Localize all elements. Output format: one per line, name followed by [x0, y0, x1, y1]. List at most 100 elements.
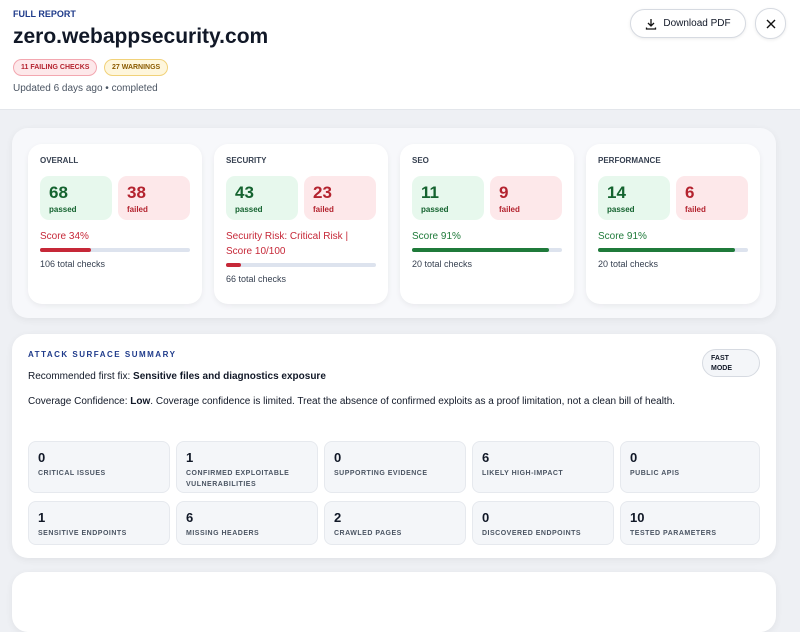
stat-label: CRAWLED PAGES	[334, 530, 402, 537]
stat-label: SUPPORTING EVIDENCE	[334, 470, 428, 477]
score-card: PERFORMANCE 14 passed 6 failed Score 91% 20 to…	[586, 144, 760, 304]
header: FULL REPORT zero.webappsecurity.com 11 F…	[0, 0, 800, 110]
failed-box: 9 failed	[490, 176, 562, 220]
failed-count: 38	[127, 183, 146, 202]
passed-box: 14 passed	[598, 176, 670, 220]
failed-count: 6	[685, 183, 695, 202]
passed-count: 43	[235, 183, 254, 202]
total-checks: 20 total checks	[412, 259, 473, 269]
stat-label: MISSING HEADERS	[186, 530, 260, 537]
stat-label: DISCOVERED ENDPOINTS	[482, 530, 582, 537]
score-track	[40, 248, 190, 252]
confidence: Low	[130, 396, 151, 407]
score-text: Security Risk: Critical Risk | Score 10/…	[226, 231, 349, 257]
stat-label: SENSITIVE ENDPOINTS	[38, 530, 127, 537]
stat-box: 6 LIKELY HIGH-IMPACT	[472, 441, 614, 493]
stat-box: 1 CONFIRMED EXPLOITABLE VULNERABILITIES	[176, 441, 318, 493]
score-card: OVERALL 68 passed 38 failed Score 34% 106 tota…	[28, 144, 202, 304]
total-checks: 20 total checks	[598, 259, 659, 269]
score-bar	[598, 248, 735, 252]
failed-label: failed	[499, 205, 520, 214]
failed-label: failed	[313, 205, 334, 214]
fix-label: Recommended first fix:	[28, 371, 131, 382]
stat-value: 0	[334, 450, 342, 465]
fix: Sensitive files and diagnostics exposure	[133, 371, 326, 382]
failing-badge: 11 FAILING CHECKS	[13, 59, 98, 76]
failed-count: 23	[313, 183, 332, 202]
stat-box: 2 CRAWLED PAGES	[324, 501, 466, 545]
mode-pill: FAST MODE	[702, 349, 760, 377]
stat-label: PUBLIC APIS	[630, 470, 680, 477]
attack-title: ATTACK SURFACE SUMMARY	[28, 350, 177, 359]
card-label: OVERALL	[40, 156, 79, 165]
score-text: Score 91%	[412, 231, 461, 242]
stat-value: 0	[482, 510, 490, 525]
stat-box: 1 SENSITIVE ENDPOINTS	[28, 501, 170, 545]
passed-label: passed	[235, 205, 263, 214]
stat-value: 10	[630, 510, 645, 525]
failed-box: 23 failed	[304, 176, 376, 220]
failed-box: 38 failed	[118, 176, 190, 220]
confidence-line: Coverage Confidence: Low. Coverage confi…	[28, 392, 688, 412]
stat-box: 6 MISSING HEADERS	[176, 501, 318, 545]
passed-label: passed	[421, 205, 449, 214]
card-label: PERFORMANCE	[598, 156, 661, 165]
failed-box: 6 failed	[676, 176, 748, 220]
download-label: Download PDF	[663, 18, 731, 29]
stat-box: 0 DISCOVERED ENDPOINTS	[472, 501, 614, 545]
score-bar	[412, 248, 549, 252]
passed-count: 68	[49, 183, 68, 202]
warning-badge: 27 WARNINGS	[104, 59, 169, 76]
stat-box: 0 PUBLIC APIS	[620, 441, 760, 493]
stat-value: 2	[334, 510, 342, 525]
total-checks: 106 total checks	[40, 259, 106, 269]
stat-label: CONFIRMED EXPLOITABLE VULNERABILITIES	[186, 470, 290, 488]
stat-box: 10 TESTED PARAMETERS	[620, 501, 760, 545]
failed-count: 9	[499, 183, 509, 202]
download-button[interactable]: Download PDF	[630, 9, 746, 38]
stat-value: 0	[38, 450, 46, 465]
close-icon	[766, 19, 775, 28]
stat-value: 1	[38, 510, 46, 525]
score-track	[412, 248, 562, 252]
confidence-label: Coverage Confidence:	[28, 396, 128, 407]
card-label: SECURITY	[226, 156, 267, 165]
eyebrow: FULL REPORT	[13, 9, 76, 19]
close-button[interactable]	[755, 8, 786, 39]
stat-value: 6	[482, 450, 490, 465]
confidence-text: . Coverage confidence is limited. Treat …	[150, 396, 676, 407]
stat-label: TESTED PARAMETERS	[630, 530, 717, 537]
passed-label: passed	[607, 205, 635, 214]
passed-count: 14	[607, 183, 626, 202]
score-track	[598, 248, 748, 252]
score-text: Score 91%	[598, 231, 647, 242]
score-card: SECURITY 43 passed 23 failed Security Risk: C…	[214, 144, 388, 304]
fix-line: Recommended first fix: Sensitive files a…	[28, 371, 326, 382]
site-title: zero.webappsecurity.com	[13, 25, 269, 48]
stat-value: 1	[186, 450, 194, 465]
passed-box: 11 passed	[412, 176, 484, 220]
stat-box: 0 CRITICAL ISSUES	[28, 441, 170, 493]
stat-label: LIKELY HIGH-IMPACT	[482, 470, 564, 477]
passed-count: 11	[421, 183, 439, 202]
failed-label: failed	[685, 205, 706, 214]
card-label: SEO	[412, 156, 429, 165]
passed-box: 68 passed	[40, 176, 112, 220]
stat-value: 0	[630, 450, 638, 465]
stat-box: 0 SUPPORTING EVIDENCE	[324, 441, 466, 493]
passed-box: 43 passed	[226, 176, 298, 220]
status: Updated 6 days ago • completed	[13, 83, 158, 94]
stat-label: CRITICAL ISSUES	[38, 470, 106, 477]
total-checks: 66 total checks	[226, 274, 287, 284]
passed-label: passed	[49, 205, 77, 214]
score-card: SEO 11 passed 9 failed Score 91% 20 total chec…	[400, 144, 574, 304]
score-bar	[40, 248, 91, 252]
failed-label: failed	[127, 205, 148, 214]
score-text: Score 34%	[40, 231, 89, 242]
download-icon	[646, 18, 657, 30]
score-bar	[226, 263, 241, 267]
score-track	[226, 263, 376, 267]
stat-value: 6	[186, 510, 194, 525]
limitations-panel	[12, 572, 776, 632]
